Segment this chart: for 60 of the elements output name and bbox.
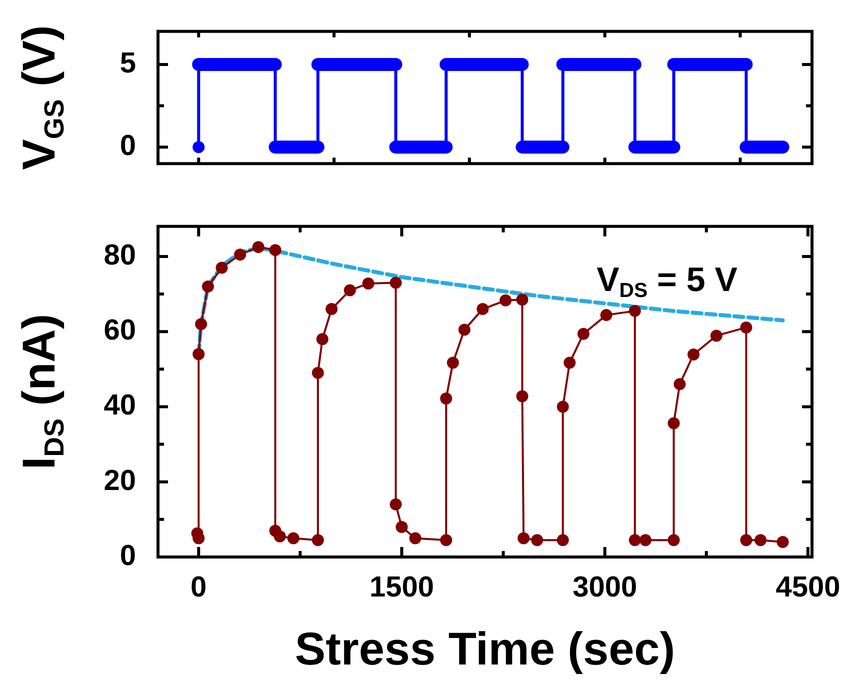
point [326, 303, 338, 316]
y-tick-label: 20 [104, 464, 136, 497]
y-tick-label: 80 [104, 239, 136, 272]
point [409, 532, 422, 544]
point [628, 304, 641, 317]
point [556, 534, 569, 546]
y-tick-label: 0 [120, 540, 136, 572]
point [668, 534, 680, 546]
y-axis-title: IDS (nA) [12, 314, 70, 470]
point [688, 348, 700, 361]
point [396, 520, 408, 533]
point [316, 333, 328, 346]
x-tick-label: 3000 [572, 571, 638, 604]
point [639, 534, 652, 546]
point [269, 244, 282, 256]
point [500, 294, 512, 306]
point [195, 318, 208, 330]
point [476, 303, 489, 316]
point [516, 390, 528, 402]
point [287, 532, 300, 544]
point [202, 280, 214, 293]
y-tick-label: 60 [104, 314, 136, 347]
point [252, 241, 264, 254]
point [556, 400, 569, 413]
point [628, 534, 641, 546]
point [192, 348, 205, 360]
point [312, 366, 324, 379]
point [344, 284, 356, 296]
y-axis-title: VGS (V) [12, 25, 70, 170]
point [440, 534, 452, 546]
point [668, 417, 680, 430]
point [776, 536, 789, 548]
point [531, 534, 544, 546]
point [446, 356, 459, 369]
point [312, 534, 324, 546]
y-tick-label: 5 [120, 47, 136, 80]
point [564, 356, 576, 369]
x-tick-label: 1500 [369, 571, 434, 604]
x-tick-label: 0 [190, 571, 207, 604]
x-axis-title: Stress Time (sec) [294, 622, 676, 675]
y-tick-label: 40 [104, 390, 136, 422]
point [440, 392, 452, 404]
point [674, 378, 686, 390]
point [234, 248, 246, 261]
point [390, 498, 402, 510]
point [577, 328, 590, 340]
point [458, 324, 470, 336]
y-tick-label: 0 [120, 130, 136, 162]
point [516, 294, 528, 306]
point [390, 276, 402, 289]
point [518, 532, 530, 544]
point [740, 534, 752, 546]
point [362, 278, 374, 290]
x-tick-label: 4500 [776, 571, 840, 604]
point [600, 309, 612, 322]
point [216, 262, 228, 274]
point [710, 330, 722, 342]
point [274, 530, 286, 542]
point [754, 534, 767, 546]
point [740, 321, 752, 334]
